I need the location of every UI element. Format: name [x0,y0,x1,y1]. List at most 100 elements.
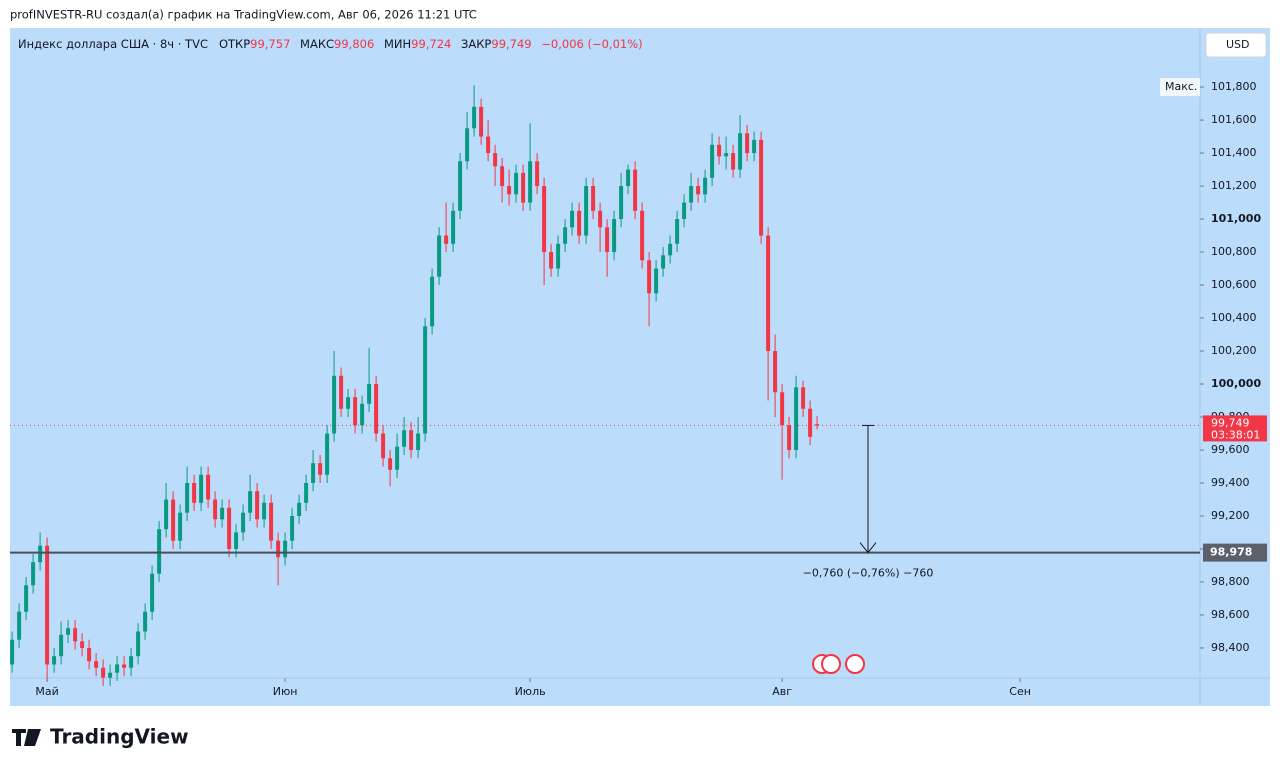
candle-body [423,326,428,434]
candle-body [276,540,281,558]
x-tick-label: Май [35,685,58,698]
candle-body [633,169,638,211]
countdown: 03:38:01 [1211,428,1260,441]
candle-body [24,585,29,612]
events [812,654,865,674]
candle-body [17,611,22,640]
x-tick-label: Сен [1009,685,1031,698]
legend-label: МИН [383,37,412,51]
candle-body [353,397,358,426]
last-price-box [1203,415,1267,442]
event-icon[interactable] [821,654,841,674]
candle-body [451,210,456,244]
candle-body [108,672,113,678]
currency-box[interactable] [1205,32,1267,58]
candle-body [612,219,617,253]
candle-body [129,656,134,668]
candle-body [164,499,169,530]
candle-body [598,210,603,228]
max-label-box [1160,78,1200,97]
candle-body [549,252,554,269]
candle-body [717,144,722,157]
candle-body [654,268,659,294]
candle-body [311,463,316,483]
candle-body [521,172,526,203]
y-tick-label: 101,000 [1211,212,1261,225]
event-icon[interactable] [845,654,865,674]
candle-body [122,664,127,668]
candle-body [346,397,351,409]
legend-value: 99,757 [250,37,291,51]
candle-body [801,387,806,409]
y-tick-label: 101,600 [1211,113,1257,126]
legend-label: ЗАКР [461,37,492,51]
y-tick-label: 101,800 [1211,80,1257,93]
y-tick-label: 100,400 [1211,311,1257,324]
candle-body [437,235,442,277]
candle-body [647,260,652,294]
measure-arrowhead [859,542,877,554]
candle-body [87,647,92,662]
candle-body [234,532,239,549]
logo-icon [12,729,41,746]
candle-body [360,403,365,426]
candle-body [143,611,148,632]
candle-body [339,375,344,409]
candle-body [465,128,470,162]
candle-body [668,243,673,256]
footer-logo[interactable]: TradingView [50,725,189,749]
candle-body [248,491,253,513]
header: profINVESTR-RU создал(а) график на Tradi… [10,8,477,22]
candle-body [290,515,295,541]
y-tick-label: 98,400 [1211,641,1250,654]
candle-body [661,255,666,269]
candle-body [395,446,400,470]
candle-body [10,639,15,665]
candle-body [192,483,197,503]
candle-body [703,177,708,195]
candle-body [675,219,680,244]
candle-body [563,227,568,244]
candle-body [780,392,785,426]
candle-body [150,573,155,612]
candle-body [500,166,505,187]
candle-body [409,430,414,451]
candle-body [738,133,743,170]
candle-body [255,491,260,520]
last-price-label: 99,749 [1211,416,1250,429]
candle-body [157,529,162,574]
level-label-box [1203,543,1267,562]
candle-body [640,210,645,261]
x-tick-label: Июль [515,685,546,698]
candle-body [787,425,792,451]
candle-body [220,507,225,520]
y-tick-label: 98,600 [1211,608,1250,621]
candle-body [269,502,274,541]
candle-body [794,387,799,451]
candle-body [402,430,407,447]
y-tick-label: 101,400 [1211,146,1257,159]
candle-body [227,507,232,549]
candle-body [444,235,449,244]
legend-title: Индекс доллара США · 8ч · TVC [18,37,208,51]
candle-body [283,540,288,558]
legend-value: 99,724 [411,37,452,51]
y-tick-label: 100,800 [1211,245,1257,258]
candle-body [318,463,323,475]
candle-body [101,667,106,678]
candle-body [115,664,120,673]
candle-body [59,634,64,657]
currency: USD [1226,38,1250,51]
y-tick-label: 100,000 [1211,377,1261,390]
candle-body [213,499,218,520]
candle-body [297,502,302,516]
candle-body [178,512,183,541]
candle-body [304,483,309,503]
candle-body [374,384,379,434]
legend-value: 99,749 [491,37,532,51]
candle-body [199,474,204,503]
candle-body [591,186,596,211]
candle-body [689,186,694,203]
candle-body [52,656,57,665]
